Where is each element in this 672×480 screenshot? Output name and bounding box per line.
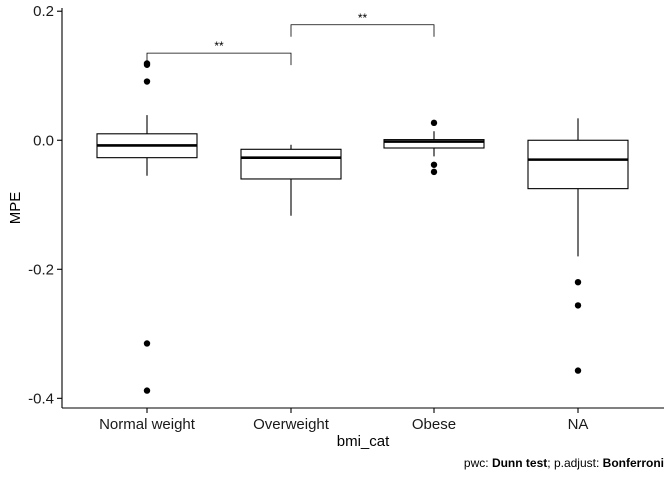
box-obese (383, 119, 485, 176)
significance-brackets: ** ** (146, 11, 435, 66)
bracket-line (290, 24, 435, 37)
x-tick-label: Normal weight (99, 416, 196, 433)
outlier-point (430, 119, 438, 127)
outlier-point (143, 340, 151, 347)
box-iqr (527, 139, 629, 190)
box-iqr (240, 148, 342, 180)
box-normal-weight (96, 60, 198, 394)
outlier-point (574, 278, 582, 286)
box-na (527, 118, 629, 374)
y-axis-title: MPE (7, 192, 24, 225)
box-series (96, 60, 629, 394)
x-tick-label: Obese (412, 416, 456, 433)
bracket-line (146, 52, 292, 66)
outlier-point (430, 161, 438, 168)
significance-bracket: ** (146, 39, 292, 66)
box-overweight (240, 144, 342, 216)
y-tick-label: -0.2 (28, 261, 54, 278)
caption: pwc: Dunn test; p.adjust: Bonferroni (464, 456, 664, 470)
significance-label: ** (214, 39, 224, 53)
x-axis-ticks: Normal weight Overweight Obese NA (99, 408, 588, 433)
outlier-point (143, 78, 151, 85)
outlier-point (430, 168, 438, 176)
x-tick-label: NA (568, 416, 589, 433)
outlier-point (574, 302, 582, 309)
significance-label: ** (358, 11, 368, 25)
x-tick-label: Overweight (253, 416, 330, 433)
y-axis-ticks: 0.2 0.0 -0.2 -0.4 (28, 3, 62, 407)
caption-pwc-method: Dunn test (491, 456, 548, 470)
y-tick-label: 0.2 (33, 3, 54, 20)
x-axis-title: bmi_cat (337, 433, 390, 450)
outlier-point (143, 387, 151, 394)
outlier-point (574, 367, 582, 374)
caption-pwc-prefix: pwc: (463, 456, 492, 470)
caption-separator: ; p.adjust: (547, 456, 603, 470)
y-tick-label: -0.4 (28, 390, 54, 407)
box-iqr (383, 139, 485, 149)
y-tick-label: 0.0 (33, 132, 54, 149)
significance-bracket: ** (290, 11, 435, 37)
caption-adjust-method: Bonferroni (602, 456, 664, 470)
